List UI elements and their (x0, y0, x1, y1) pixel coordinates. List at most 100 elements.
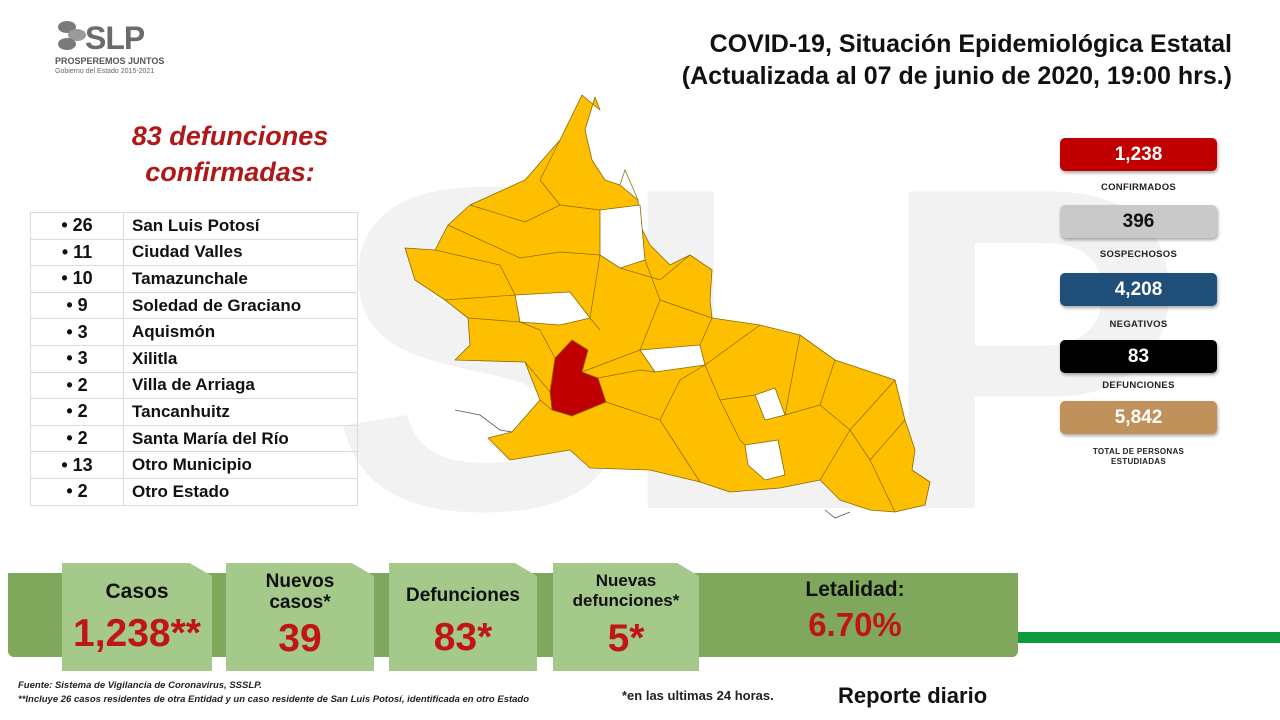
death-row: • 11 Ciudad Valles (30, 238, 358, 267)
municipality-border (467, 317, 556, 359)
map-municipalities (404, 94, 931, 519)
municipality-border (597, 369, 656, 379)
municipality-unaffected (744, 439, 786, 481)
title-line-1: COVID-19, Situación Epidemiológica Estat… (709, 30, 1232, 58)
logo-text: SLP (85, 20, 145, 56)
logo-mark-icon (58, 21, 86, 50)
death-count: • 10 (30, 265, 124, 293)
municipality-name: Otro Estado (123, 477, 358, 506)
deaths-heading-line-1: 83 defunciones (131, 121, 329, 151)
municipality-border (539, 139, 561, 181)
municipality-border (619, 254, 691, 281)
death-count: • 2 (30, 477, 124, 506)
death-count: • 2 (30, 398, 124, 426)
last-24h-note: *en las ultimas 24 horas. (622, 688, 774, 703)
municipality-border (619, 169, 639, 201)
daily-report-label: Reporte diario (838, 683, 988, 708)
page-title: COVID-19, Situación Epidemiológica Estat… (682, 28, 1232, 92)
municipality-name: Villa de Arriaga (123, 371, 358, 400)
cases-value: 1,238** (73, 612, 201, 655)
deaths-heading-line-2: confirmadas: (145, 157, 315, 187)
cases-card: Casos 1,238** (62, 563, 212, 671)
death-row: • 2 Villa de Arriaga (30, 371, 358, 400)
death-row: • 3 Aquismón (30, 318, 358, 346)
death-count: • 26 (30, 212, 124, 240)
new-cases-label-line-2: casos* (269, 592, 331, 613)
municipality-border (869, 459, 896, 513)
death-count: • 3 (30, 318, 124, 346)
municipality-border (739, 439, 746, 446)
municipality-border (659, 364, 706, 421)
death-count: • 3 (30, 344, 124, 373)
municipality-border (704, 324, 761, 366)
death-row: • 3 Xilitla (30, 344, 358, 373)
municipality-name: Aquismón (123, 318, 358, 346)
death-row: • 2 Tancanhuitz (30, 398, 358, 426)
deaths-count-box: 83 (1060, 340, 1217, 373)
municipality-border (434, 249, 516, 296)
title-line-2: (Actualizada al 07 de junio de 2020, 19:… (681, 62, 1232, 90)
suspected-label: SOSPECHOSOS (1099, 249, 1178, 260)
municipality-name: Tamazunchale (123, 265, 358, 293)
deaths-table-body: • 26 San Luis Potosí • 11 Ciudad Valles • 10… (30, 212, 358, 506)
municipality-border (539, 399, 553, 411)
total-studied-label: TOTAL DE PERSONAS ESTUDIADAS (1060, 447, 1217, 467)
death-count: • 9 (30, 291, 124, 320)
municipality-highlight (549, 339, 607, 417)
new-deaths-label-line-1: Nuevas (595, 571, 657, 590)
death-count: • 2 (30, 424, 124, 453)
death-row: • 13 Otro Municipio (30, 451, 358, 479)
deaths-card-label: Defunciones (405, 585, 521, 606)
total-studied-label-line-2: ESTUDIADAS (1110, 457, 1166, 466)
death-count: • 2 (30, 371, 124, 400)
state-outline (404, 94, 931, 513)
death-count: • 13 (30, 451, 124, 479)
municipality-name: Xilitla (123, 344, 358, 373)
death-row: • 26 San Luis Potosí (30, 212, 358, 240)
logo-subtitle: PROSPEREMOS JUNTOS (55, 56, 165, 66)
new-cases-value: 39 (278, 617, 322, 660)
municipality-border (784, 334, 801, 416)
municipality-unaffected (514, 291, 591, 326)
death-count: • 11 (30, 238, 124, 267)
confirmed-label: CONFIRMADOS (1100, 182, 1177, 193)
municipality-border (659, 299, 713, 319)
death-row: • 10 Tamazunchale (30, 265, 358, 293)
municipality-border (539, 179, 561, 206)
boundary-fragment (454, 409, 513, 433)
death-row: • 9 Soledad de Graciano (30, 291, 358, 320)
deaths-by-municipality-table: • 26 San Luis Potosí • 11 Ciudad Valles • 10… (30, 212, 358, 506)
deaths-heading: 83 defunciones confirmadas: (90, 118, 370, 190)
lethality-value: 6.70% (808, 606, 902, 643)
municipality-border (589, 254, 601, 331)
new-deaths-label: Nuevas defunciones* (553, 571, 699, 611)
summary-band-accent (1018, 632, 1280, 643)
lethality-label: Letalidad: (805, 578, 905, 601)
municipality-name: San Luis Potosí (123, 212, 358, 240)
new-deaths-label-line-2: defunciones* (572, 591, 680, 610)
suspected-count-box: 396 (1060, 205, 1217, 238)
source-note: Fuente: Sistema de Vigilancia de Coronav… (18, 680, 262, 691)
municipality-name: Soledad de Graciano (123, 291, 358, 320)
municipality-name: Otro Municipio (123, 451, 358, 479)
boundary-fragment (824, 509, 851, 519)
new-cases-label-line-1: Nuevos (265, 571, 335, 592)
new-cases-card: Nuevos casos* 39 (226, 563, 374, 671)
municipality-name: Tancanhuitz (123, 398, 358, 426)
state-map (404, 94, 931, 519)
footnote-other-entity: **Incluye 26 casos residentes de otra En… (18, 694, 530, 705)
cases-label: Casos (105, 580, 169, 603)
death-row: • 2 Otro Estado (30, 477, 358, 506)
municipality-border (447, 224, 601, 259)
new-cases-label: Nuevos casos* (226, 571, 374, 613)
logo-tagline: Gobierno del Estado 2015-2021 (55, 68, 155, 75)
municipality-unaffected (599, 204, 646, 269)
municipality-border (699, 317, 713, 346)
deaths-card: Defunciones 83* (389, 563, 537, 671)
municipality-border (719, 394, 756, 401)
municipality-border (524, 361, 551, 393)
government-logo: SLP PROSPEREMOS JUNTOS Gobierno del Esta… (55, 18, 165, 80)
negative-label: NEGATIVOS (1109, 319, 1168, 330)
municipality-border (581, 349, 641, 373)
lethality-block: Letalidad: 6.70% (720, 578, 990, 644)
